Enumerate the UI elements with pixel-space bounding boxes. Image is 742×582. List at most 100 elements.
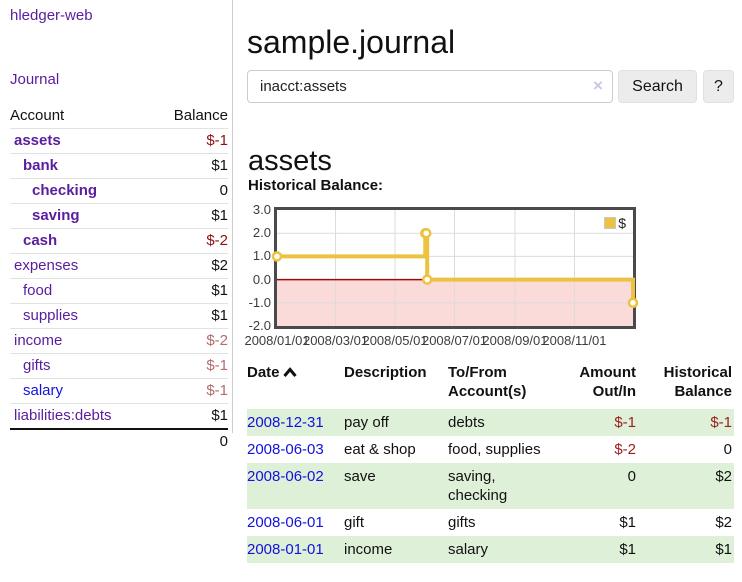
- account-balance: $-2: [206, 332, 228, 349]
- account-link-income[interactable]: income: [14, 332, 63, 349]
- account-row: checking 0: [10, 178, 228, 204]
- account-balance: $-1: [206, 382, 228, 399]
- account-row: salary $-1: [10, 378, 228, 404]
- account-row: liabilities:debts $1: [10, 403, 228, 430]
- transaction-accounts: food, supplies: [448, 441, 541, 458]
- page-title: sample.journal: [247, 24, 456, 61]
- account-balance: 0: [219, 182, 228, 199]
- chart-legend: $: [604, 215, 626, 231]
- y-axis-tick-label: 0.0: [252, 271, 271, 287]
- sidebar: hledger-web Journal Account Balance asse…: [0, 0, 233, 450]
- register-row: 2008-06-01 gift gifts $1 $2: [247, 509, 734, 536]
- y-axis-tick-label: 2.0: [252, 225, 271, 241]
- legend-label: $: [618, 215, 626, 231]
- transaction-date-link[interactable]: 2008-06-02: [247, 468, 324, 485]
- account-balance: $2: [211, 257, 228, 274]
- register-row: 2008-01-01 income salary $1 $1: [247, 536, 734, 563]
- x-axis-tick-label: 2008/07/01: [421, 333, 488, 348]
- account-link-bank[interactable]: bank: [23, 157, 59, 174]
- transaction-balance: $2: [715, 514, 732, 531]
- accounts-total-value: 0: [219, 433, 228, 450]
- search-button[interactable]: Search: [618, 70, 697, 103]
- transaction-accounts: saving, checking: [448, 468, 508, 504]
- x-axis-tick-label: 2008/11/01: [542, 333, 607, 348]
- account-balance: $-2: [206, 232, 228, 249]
- sort-ascending-icon: [282, 367, 297, 377]
- account-row: assets $-1: [10, 128, 228, 154]
- help-button[interactable]: ?: [703, 70, 734, 103]
- transaction-date-link[interactable]: 2008-06-03: [247, 441, 324, 458]
- transaction-accounts: debts: [448, 414, 485, 431]
- historical-balance-chart: $ 3.0 2.0 1.0 0.0 -1.0 -2.0 2008/01/01 2008/03/…: [244, 202, 687, 349]
- transaction-date-link[interactable]: 2008-01-01: [247, 541, 324, 558]
- x-axis-tick-label: 2008/01/01: [244, 333, 310, 348]
- account-balance: $1: [211, 282, 228, 299]
- account-balance: $1: [211, 207, 228, 224]
- account-balance: $1: [211, 407, 228, 424]
- register-row: 2008-06-02 save saving, checking 0 $2: [247, 463, 734, 509]
- transaction-balance: 0: [723, 441, 732, 458]
- transaction-amount: $-2: [614, 441, 636, 458]
- main-content: sample.journal × Search ? assets Histori…: [244, 0, 742, 582]
- x-axis-tick-label: 2008/03/01: [302, 333, 369, 348]
- transaction-accounts: gifts: [448, 514, 476, 531]
- sidebar-item-journal[interactable]: Journal: [10, 71, 60, 88]
- search-bar: × Search ?: [247, 70, 734, 103]
- clear-search-icon[interactable]: ×: [593, 76, 603, 95]
- accounts-total-row: 0: [10, 429, 228, 454]
- transaction-balance: $1: [715, 541, 732, 558]
- y-axis-tick-label: -1.0: [248, 294, 271, 310]
- chart-series-svg: [271, 210, 639, 326]
- account-link-supplies[interactable]: supplies: [23, 307, 79, 324]
- account-row: income $-2: [10, 328, 228, 354]
- account-row: bank $1: [10, 153, 228, 179]
- transaction-balance: $-1: [710, 414, 732, 431]
- transaction-description: eat & shop: [344, 441, 416, 458]
- search-input[interactable]: [247, 70, 613, 103]
- account-row: saving $1: [10, 203, 228, 229]
- account-row: cash $-2: [10, 228, 228, 254]
- account-link-gifts[interactable]: gifts: [23, 357, 51, 374]
- accounts-balance-table: Account Balance assets $-1 bank $1 checkin…: [10, 104, 228, 454]
- account-link-checking[interactable]: checking: [32, 182, 98, 199]
- x-axis-tick-label: 2008/09/01: [482, 333, 548, 348]
- account-link-expenses[interactable]: expenses: [14, 257, 79, 274]
- register-row: 2008-12-31 pay off debts $-1 $-1: [247, 409, 734, 436]
- chart-plot-area: $: [271, 207, 639, 329]
- account-link-food[interactable]: food: [23, 282, 53, 299]
- transaction-description: save: [344, 468, 376, 485]
- y-axis-tick-label: -2.0: [248, 318, 271, 333]
- transaction-amount: $1: [619, 514, 636, 531]
- account-row: supplies $1: [10, 303, 228, 329]
- account-link-assets[interactable]: assets: [14, 132, 61, 149]
- register-table: Date Description To/From Account(s) Amou…: [247, 361, 734, 563]
- date-column-header[interactable]: Date: [247, 361, 344, 409]
- account-link-salary[interactable]: salary: [23, 382, 64, 399]
- transaction-balance: $2: [715, 468, 732, 485]
- transaction-date-link[interactable]: 2008-06-01: [247, 514, 324, 531]
- account-link-cash[interactable]: cash: [23, 232, 58, 249]
- account-link-liabilities-debts[interactable]: liabilities:debts: [14, 407, 112, 424]
- transaction-description: gift: [344, 514, 365, 531]
- transaction-amount: $-1: [614, 414, 636, 431]
- app-brand-link[interactable]: hledger-web: [10, 7, 93, 24]
- chart-heading: Historical Balance:: [248, 177, 384, 194]
- y-axis-tick-label: 3.0: [252, 202, 271, 217]
- register-header-row: Date Description To/From Account(s) Amou…: [247, 361, 734, 409]
- transaction-date-link[interactable]: 2008-12-31: [247, 414, 324, 431]
- transaction-amount: 0: [627, 468, 636, 485]
- legend-swatch-icon: [604, 217, 617, 229]
- transaction-description: income: [344, 541, 393, 558]
- balance-column-header: Historical Balance: [663, 364, 732, 400]
- account-balance: $1: [211, 157, 228, 174]
- account-row: gifts $-1: [10, 353, 228, 379]
- description-column-header: Description: [344, 364, 427, 381]
- x-axis-tick-label: 2008/05/01: [362, 333, 428, 348]
- y-axis-tick-label: 1.0: [252, 248, 271, 264]
- amount-column-header: Amount Out/In: [579, 364, 636, 400]
- account-balance: $1: [211, 307, 228, 324]
- account-link-saving[interactable]: saving: [32, 207, 80, 224]
- account-heading: assets: [248, 145, 332, 178]
- account-balance: $-1: [206, 357, 228, 374]
- accounts-column-header: To/From Account(s): [448, 364, 527, 400]
